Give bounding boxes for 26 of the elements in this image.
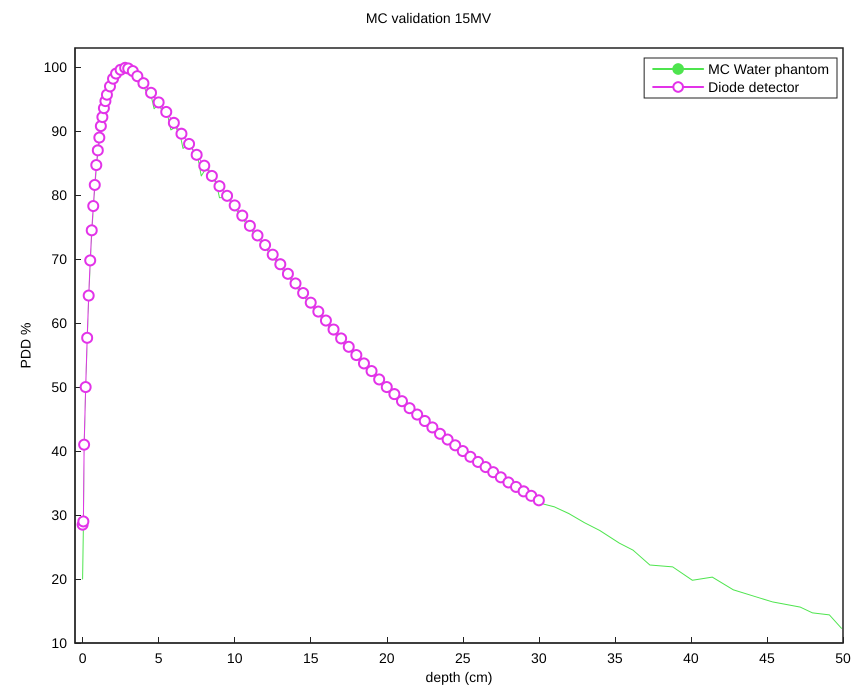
y-tick-label: 70 — [51, 251, 68, 268]
y-tick-label: 50 — [51, 379, 68, 396]
x-tick-label: 20 — [378, 650, 395, 666]
y-tick-label: 30 — [51, 507, 68, 524]
x-tick-label: 5 — [154, 650, 163, 666]
x-tick-label: 50 — [835, 650, 851, 666]
x-tick-label: 15 — [302, 650, 319, 666]
y-tick-label: 100 — [44, 59, 68, 76]
x-tick-label: 40 — [683, 650, 699, 666]
y-tick-label: 10 — [51, 635, 68, 651]
y-tick-label: 60 — [51, 315, 68, 332]
y-tick-label: 80 — [51, 187, 68, 204]
x-axis-title: depth (cm) — [426, 668, 492, 685]
legend-label: Diode detector — [708, 79, 800, 95]
x-tick-label: 25 — [455, 650, 471, 666]
chart-title: MC validation 15MV — [366, 10, 492, 26]
x-tick-label: 0 — [78, 650, 87, 666]
x-tick-label: 35 — [607, 650, 623, 666]
x-tick-label: 10 — [226, 650, 243, 666]
x-tick-label: 45 — [759, 650, 775, 666]
x-tick-label: 30 — [531, 650, 547, 666]
y-tick-label: 20 — [51, 571, 68, 588]
y-tick-label: 90 — [51, 123, 68, 140]
y-tick-label: 40 — [51, 443, 68, 460]
legend-label: MC Water phantom — [708, 61, 830, 77]
y-axis-title: PDD % — [18, 322, 34, 368]
